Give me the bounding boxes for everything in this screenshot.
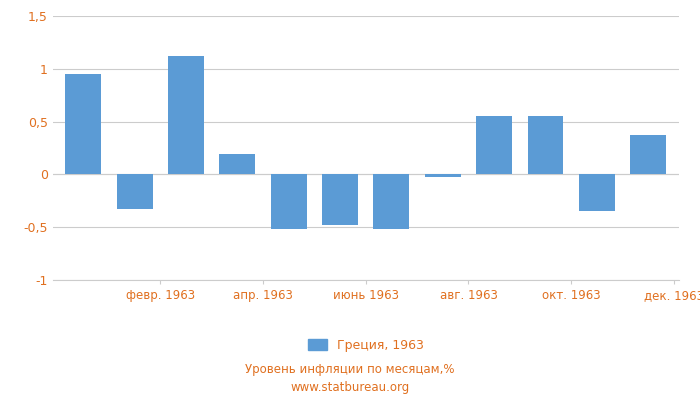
Bar bbox=[374, 174, 409, 229]
Bar bbox=[630, 135, 666, 174]
Bar bbox=[117, 174, 153, 209]
Bar bbox=[528, 116, 564, 174]
Bar bbox=[219, 154, 256, 174]
Text: www.statbureau.org: www.statbureau.org bbox=[290, 381, 410, 394]
Bar bbox=[322, 174, 358, 225]
Bar bbox=[476, 116, 512, 174]
Bar bbox=[271, 174, 307, 229]
Bar bbox=[579, 174, 615, 211]
Bar bbox=[425, 174, 461, 176]
Text: Уровень инфляции по месяцам,%: Уровень инфляции по месяцам,% bbox=[245, 364, 455, 376]
Bar bbox=[65, 74, 101, 174]
Bar bbox=[168, 56, 204, 174]
Legend: Греция, 1963: Греция, 1963 bbox=[303, 334, 428, 357]
